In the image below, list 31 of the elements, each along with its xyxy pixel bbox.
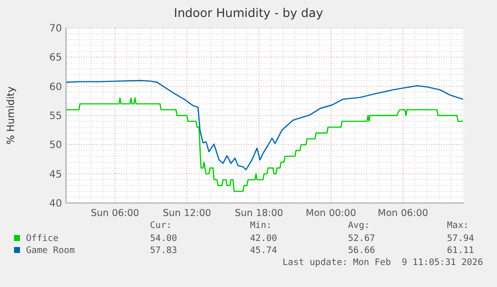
text: 61.11: [447, 246, 474, 256]
legend-label: Office: [26, 234, 59, 244]
text: Min:: [250, 221, 272, 231]
y-tick-label: 55: [49, 111, 62, 122]
text: 57.94: [447, 234, 474, 244]
text: 42.00: [250, 234, 278, 244]
x-tick-label: Sun 12:00: [162, 208, 212, 219]
text: 56.66: [348, 246, 376, 256]
line-series: [65, 80, 464, 170]
line-series: [65, 97, 464, 192]
x-tick-label: Mon 06:00: [378, 208, 428, 219]
text: 52.67: [348, 234, 376, 244]
y-tick-label: 60: [49, 82, 62, 93]
chart-title: Indoor Humidity - by day: [174, 6, 324, 20]
text: Avg:: [348, 221, 370, 231]
text: Cur:: [150, 221, 172, 231]
text: Max:: [447, 221, 469, 231]
legend-label: Game Room: [26, 246, 75, 256]
y-tick-label: 50: [49, 140, 62, 152]
text: 54.00: [150, 234, 178, 244]
x-tick-label: Mon 00:00: [306, 208, 356, 219]
text: Last update: Mon Feb 9 11:05:31 2026: [282, 258, 483, 268]
y-tick-label: 45: [49, 169, 62, 180]
text: 57.83: [150, 246, 178, 256]
y-tick-label: 70: [49, 24, 62, 34]
text: 45.74: [250, 246, 278, 256]
y-axis-title: % Humidity: [6, 86, 17, 145]
x-tick-label: Sun 06:00: [90, 208, 140, 219]
x-tick-label: Sun 18:00: [234, 208, 284, 219]
y-tick-label: 65: [49, 52, 62, 64]
y-tick-label: 40: [49, 198, 62, 210]
